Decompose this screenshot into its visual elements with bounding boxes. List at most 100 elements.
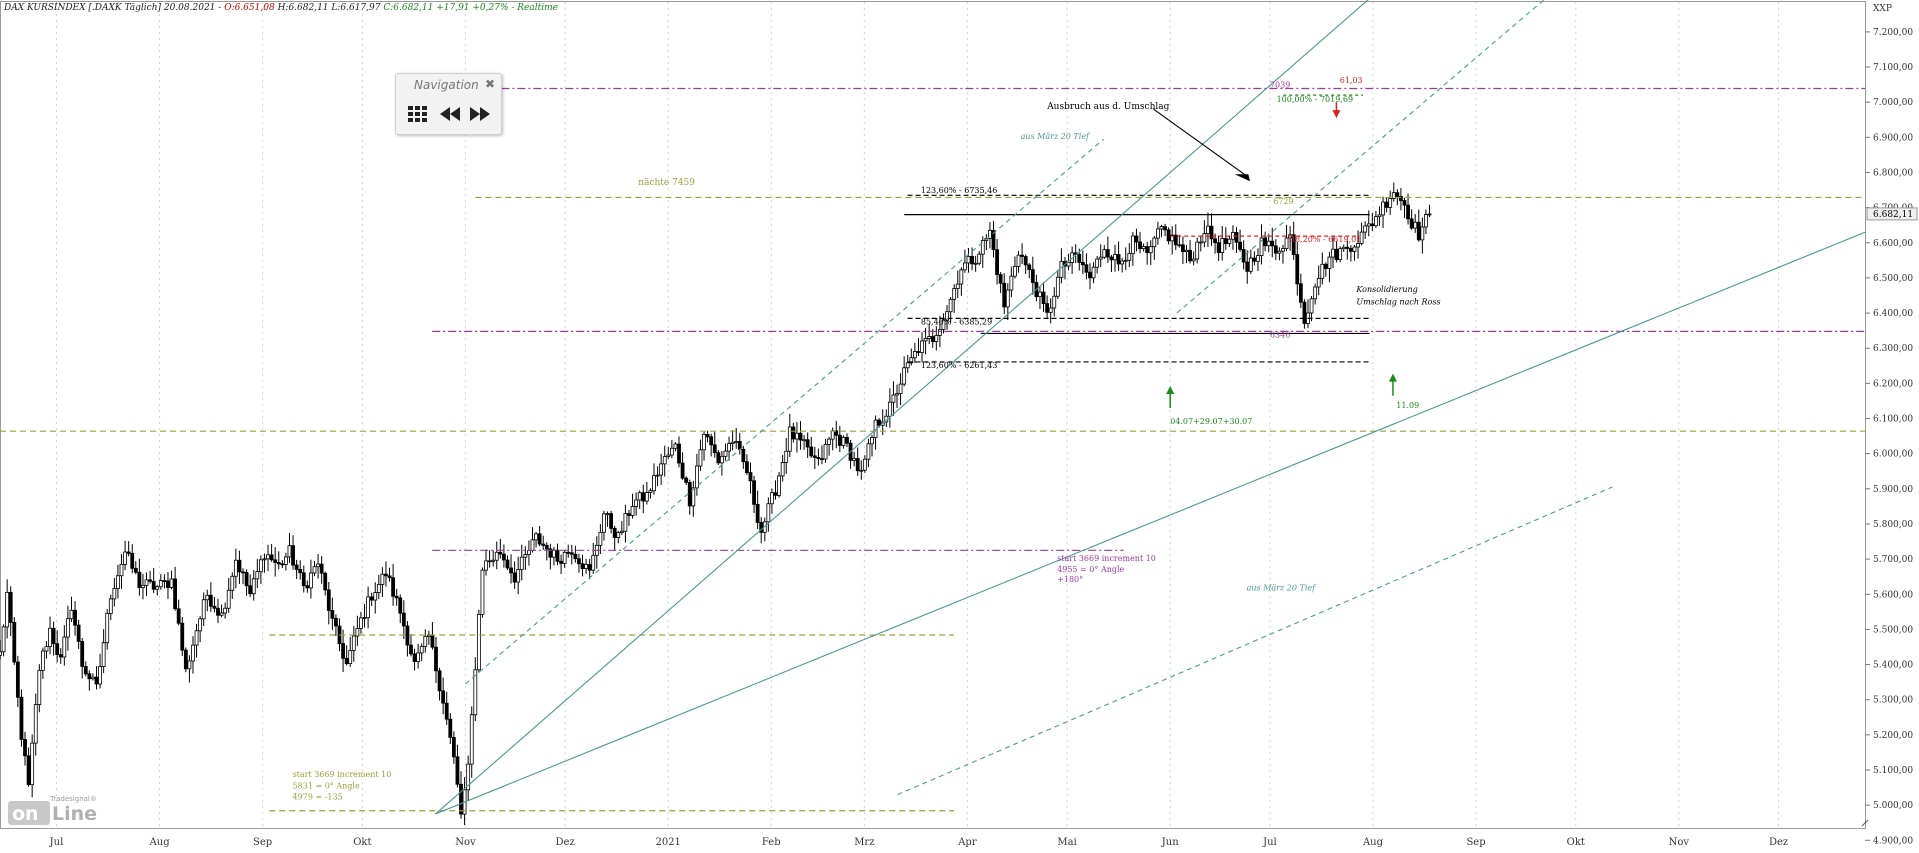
candle-body <box>387 575 392 579</box>
candle-body <box>376 583 381 593</box>
rewind-icon[interactable] <box>438 104 462 124</box>
candle-body <box>952 288 957 300</box>
candle-body <box>995 249 999 275</box>
annotation-maerz-tief: aus März 20 Tief <box>1247 584 1317 593</box>
candle-body <box>287 545 292 558</box>
candle-body <box>237 559 242 573</box>
candle-body <box>219 612 224 616</box>
candle-body <box>1141 246 1146 249</box>
candle-body <box>162 580 167 582</box>
candle-body <box>727 443 731 452</box>
candle-body <box>76 624 81 642</box>
x-tick-label: Jul <box>1262 837 1277 848</box>
candle-body <box>1366 223 1371 227</box>
x-tick-label: Feb <box>762 837 781 848</box>
candle-body <box>1166 229 1171 242</box>
y-tick-label: 5.700,00 <box>1873 555 1913 565</box>
candle-body <box>1198 241 1203 244</box>
fast-forward-icon[interactable] <box>468 104 492 124</box>
candle-body <box>1084 264 1089 273</box>
candle-body <box>1309 298 1314 314</box>
candle-body <box>348 650 353 664</box>
candle-body <box>44 646 49 652</box>
candle-body <box>959 269 964 285</box>
candle-body <box>1427 213 1432 216</box>
candle-body <box>416 652 421 663</box>
candle-body <box>702 434 706 451</box>
candle-body <box>1013 266 1017 277</box>
candle-body <box>787 426 792 452</box>
candle-body <box>891 394 896 403</box>
candle-body <box>298 568 303 574</box>
candle-body <box>1080 262 1085 266</box>
navigation-panel[interactable]: Navigation ✖ <box>395 73 502 135</box>
candle-body <box>208 594 213 607</box>
candle-body <box>98 666 102 685</box>
candle-body <box>473 669 478 716</box>
candle-body <box>1295 254 1300 285</box>
y-tick-label: 5.000,00 <box>1873 801 1913 811</box>
y-tick-label: 7.200,00 <box>1873 28 1913 38</box>
candle-body <box>323 572 328 591</box>
candle-body <box>166 580 170 588</box>
candle-body <box>1130 235 1135 255</box>
x-tick-label: Sep <box>1466 837 1485 848</box>
x-tick-label: Apr <box>957 837 977 848</box>
candle-body <box>505 559 510 569</box>
candle-body <box>759 522 764 533</box>
candle-body <box>1341 246 1346 250</box>
y-tick-label: 7.100,00 <box>1873 63 1913 73</box>
candle-body <box>655 474 660 477</box>
candle-body <box>666 454 671 458</box>
candle-body <box>1281 248 1285 252</box>
candle-body <box>266 554 270 560</box>
candle-body <box>469 714 474 765</box>
candle-body <box>509 567 513 574</box>
candle-body <box>512 572 517 583</box>
y-tick-label: 6.200,00 <box>1873 379 1913 389</box>
candle-body <box>544 544 549 550</box>
candle-body <box>1223 238 1228 245</box>
candle-body <box>1127 253 1132 261</box>
candle-body <box>1177 244 1182 247</box>
candle-body <box>91 676 95 680</box>
candle-body <box>126 551 131 554</box>
candle-body <box>973 262 978 265</box>
candle-body <box>673 443 678 449</box>
candle-body <box>1023 256 1028 266</box>
annotation-fib-38: 38,20% - 6619,01 <box>1290 235 1361 244</box>
candle-body <box>1145 246 1150 254</box>
candle-body <box>820 458 824 461</box>
close-icon[interactable]: ✖ <box>484 77 495 91</box>
candle-body <box>1248 257 1253 272</box>
annotation-gann-olive: 5831 = 0° Angle <box>293 781 360 790</box>
annotation-fib-85: 85,40% - 6385,29 <box>921 317 992 326</box>
candle-body <box>941 319 946 330</box>
candle-body <box>226 589 231 609</box>
candle-body <box>591 554 596 571</box>
ausbruch-arrow-head <box>1234 174 1250 182</box>
candle-body <box>1370 223 1375 227</box>
candle-body <box>802 439 806 442</box>
candle-body <box>641 492 646 502</box>
candle-body <box>948 298 953 313</box>
annotation-maerz-tief: aus März 20 Tief <box>1021 132 1091 141</box>
x-tick-label: Jul <box>49 837 64 848</box>
y-axis-label: XXP <box>1873 4 1892 14</box>
y-tick-label: 5.100,00 <box>1873 766 1913 776</box>
candle-body <box>1409 218 1414 229</box>
candle-body <box>326 589 331 611</box>
candle-body <box>766 503 771 523</box>
candle-body <box>133 567 138 573</box>
grid-icon[interactable] <box>406 104 430 124</box>
tradesignal-logo: on Line Tradesignal® <box>6 793 106 827</box>
red-down-arrow-head <box>1332 110 1341 119</box>
y-tick-label: 6.900,00 <box>1873 133 1913 143</box>
candle-body <box>1105 249 1110 258</box>
candle-body <box>405 625 410 646</box>
candle-body <box>1384 201 1389 208</box>
x-tick-label: Nov <box>1669 837 1690 848</box>
candle-body <box>62 636 67 658</box>
candle-body <box>991 229 996 251</box>
